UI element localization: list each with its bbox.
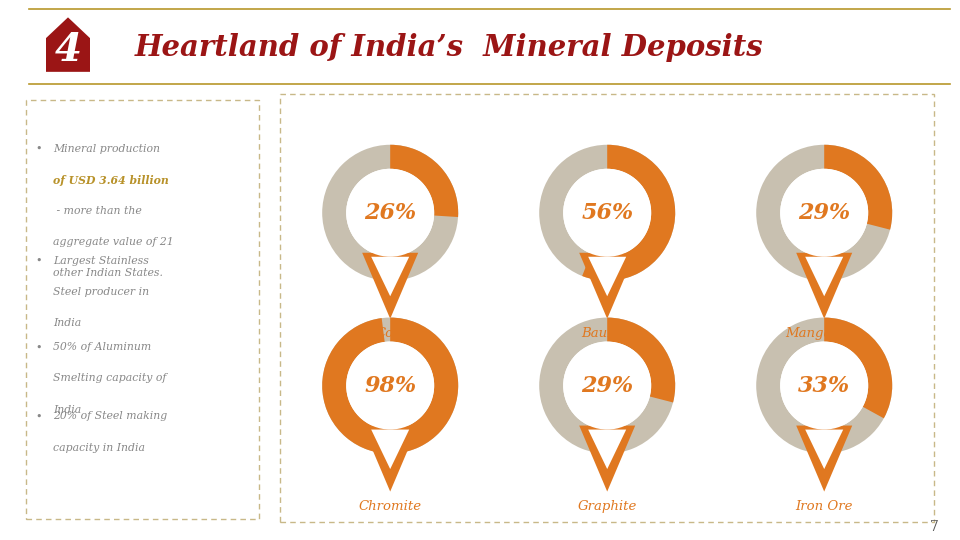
Text: 7: 7 xyxy=(930,519,939,534)
Text: India: India xyxy=(53,318,82,328)
Polygon shape xyxy=(579,426,636,491)
Text: •: • xyxy=(35,411,41,422)
Polygon shape xyxy=(362,426,419,491)
Text: Smelting capacity of: Smelting capacity of xyxy=(53,374,166,383)
Polygon shape xyxy=(372,256,409,296)
Wedge shape xyxy=(582,145,675,281)
Circle shape xyxy=(347,342,434,429)
Polygon shape xyxy=(588,256,626,296)
Wedge shape xyxy=(540,145,675,281)
Text: 33%: 33% xyxy=(798,375,851,396)
Text: 29%: 29% xyxy=(581,375,634,396)
Text: Coal: Coal xyxy=(375,327,405,340)
Polygon shape xyxy=(805,256,843,296)
Circle shape xyxy=(564,342,651,429)
Text: •: • xyxy=(35,256,41,266)
Wedge shape xyxy=(825,318,892,418)
Text: India: India xyxy=(53,404,82,415)
Wedge shape xyxy=(825,145,892,230)
Text: Heartland of India’s  Mineral Deposits: Heartland of India’s Mineral Deposits xyxy=(135,33,763,63)
Text: - more than the: - more than the xyxy=(53,206,142,216)
Polygon shape xyxy=(805,429,843,469)
Text: Mineral production: Mineral production xyxy=(53,144,160,154)
Text: Largest Stainless: Largest Stainless xyxy=(53,256,149,266)
Text: 50% of Aluminum: 50% of Aluminum xyxy=(53,342,151,353)
Text: Bauxite: Bauxite xyxy=(582,327,633,340)
Text: Chromite: Chromite xyxy=(359,500,421,512)
Text: 4: 4 xyxy=(55,31,82,69)
Circle shape xyxy=(347,169,434,256)
Wedge shape xyxy=(323,318,458,454)
Text: Steel producer in: Steel producer in xyxy=(53,287,149,297)
Text: 29%: 29% xyxy=(798,202,851,224)
Wedge shape xyxy=(390,145,458,217)
Wedge shape xyxy=(540,318,675,454)
Text: 56%: 56% xyxy=(581,202,634,224)
Circle shape xyxy=(780,342,868,429)
Text: of USD 3.64 billion: of USD 3.64 billion xyxy=(53,175,169,186)
Text: •: • xyxy=(35,342,41,353)
Wedge shape xyxy=(756,145,892,281)
Text: 20% of Steel making: 20% of Steel making xyxy=(53,411,167,422)
Text: 98%: 98% xyxy=(364,375,417,396)
Wedge shape xyxy=(323,145,458,281)
Polygon shape xyxy=(796,426,852,491)
Polygon shape xyxy=(796,253,852,319)
Polygon shape xyxy=(588,429,626,469)
Polygon shape xyxy=(46,17,90,72)
Text: Iron Ore: Iron Ore xyxy=(796,500,852,512)
Circle shape xyxy=(780,169,868,256)
Polygon shape xyxy=(362,253,419,319)
Text: Graphite: Graphite xyxy=(578,500,636,512)
Text: 26%: 26% xyxy=(364,202,417,224)
Wedge shape xyxy=(756,318,892,454)
Text: Manganese: Manganese xyxy=(785,327,863,340)
Polygon shape xyxy=(372,429,409,469)
Circle shape xyxy=(564,169,651,256)
Wedge shape xyxy=(323,318,458,454)
Text: •: • xyxy=(35,144,41,154)
Text: aggregate value of 21: aggregate value of 21 xyxy=(53,237,174,247)
Polygon shape xyxy=(579,253,636,319)
Wedge shape xyxy=(608,318,675,402)
Text: capacity in India: capacity in India xyxy=(53,443,145,453)
Text: other Indian States.: other Indian States. xyxy=(53,268,163,278)
